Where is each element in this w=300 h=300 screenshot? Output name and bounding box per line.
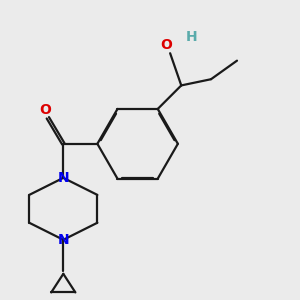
Text: O: O — [39, 103, 51, 117]
Text: N: N — [58, 233, 69, 247]
Text: O: O — [160, 38, 172, 52]
Text: H: H — [186, 30, 198, 44]
Text: N: N — [58, 171, 69, 185]
